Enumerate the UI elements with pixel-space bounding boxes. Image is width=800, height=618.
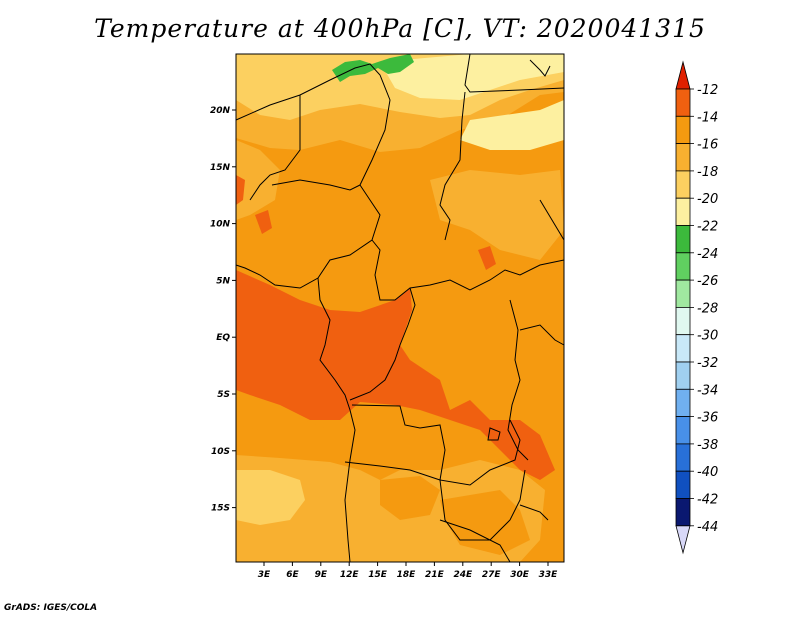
colorbar-label: -36 bbox=[697, 411, 718, 426]
longitude-axis: 3E 6E 9E 12E 15E 18E 21E 24E 27E 30E 33E bbox=[258, 562, 558, 580]
colorbar-label: -20 bbox=[697, 192, 718, 207]
colorbar-label: -40 bbox=[697, 465, 718, 480]
colorbar-label: -44 bbox=[697, 520, 718, 535]
south-pale-zone bbox=[236, 470, 305, 525]
border-drc-south bbox=[351, 404, 521, 486]
colorbar: -12 -14 -16 -18 -20 -22 -24 -26 -28 -30 -32 -34 -36 -… bbox=[675, 60, 718, 555]
lon-tick-label: 27E bbox=[482, 570, 502, 580]
lat-tick-label: 20N bbox=[210, 106, 231, 116]
lat-tick-label: 10S bbox=[211, 447, 230, 457]
lon-tick-label: 15E bbox=[368, 570, 388, 580]
latitude-axis: 20N 15N 10N 5N EQ 5S 10S 15S bbox=[210, 106, 236, 514]
border-libya-egypt bbox=[464, 53, 565, 93]
border-west-sahel bbox=[235, 63, 391, 289]
lon-tick-label: 24E bbox=[453, 570, 473, 580]
colorbar-label: -16 bbox=[697, 138, 718, 153]
border-chad-sudan bbox=[439, 91, 466, 241]
colorbar-label: -32 bbox=[697, 356, 718, 371]
colorbar-box bbox=[675, 306, 691, 336]
colorbar-box bbox=[675, 498, 691, 527]
sudan-warm-spot bbox=[478, 246, 496, 270]
colorbar-label: -14 bbox=[697, 110, 718, 125]
border-car-north bbox=[371, 239, 565, 301]
southwest-mid-zone bbox=[236, 390, 340, 445]
central-warm-zone bbox=[236, 270, 555, 480]
colorbar-box bbox=[675, 143, 691, 172]
colorbar-label: -34 bbox=[697, 383, 718, 398]
colorbar-box bbox=[675, 197, 691, 226]
lake-malawi bbox=[519, 504, 549, 521]
chart-title: Temperature at 400hPa [C], VT: 202004131… bbox=[94, 14, 706, 43]
colorbar-bottom-arrow bbox=[675, 525, 691, 555]
map-frame bbox=[235, 53, 565, 563]
west-warm-spot bbox=[236, 175, 245, 205]
colorbar-label: -28 bbox=[697, 301, 718, 316]
colorbar-label: -24 bbox=[697, 247, 718, 262]
colorbar-box bbox=[675, 388, 691, 417]
colorbar-box bbox=[675, 334, 691, 363]
border-niger-mali bbox=[249, 95, 301, 201]
colorbar-box bbox=[675, 361, 691, 390]
colorbar-box bbox=[675, 88, 691, 117]
lon-tick-label: 6E bbox=[286, 570, 299, 580]
north-verypale-zone bbox=[380, 54, 564, 100]
border-uganda-kenya bbox=[519, 324, 565, 346]
lon-tick-label: 30E bbox=[510, 570, 530, 580]
colorbar-box bbox=[675, 170, 691, 199]
sudan-light-zone bbox=[430, 170, 564, 260]
colorbar-box bbox=[675, 115, 691, 145]
colorbar-box bbox=[675, 252, 691, 281]
country-borders bbox=[235, 53, 565, 563]
west-light-zone bbox=[236, 140, 280, 220]
lat-tick-label: 15S bbox=[211, 504, 230, 514]
colorbar-label: -12 bbox=[697, 83, 718, 98]
lon-tick-label: 9E bbox=[315, 570, 328, 580]
nigeria-warm-spot bbox=[255, 210, 272, 234]
zambia-mid-zone bbox=[380, 476, 440, 520]
colorbar-label: -30 bbox=[697, 329, 718, 344]
border-angola-namibia bbox=[344, 461, 441, 481]
lat-tick-label: EQ bbox=[216, 333, 230, 343]
colorbar-box bbox=[675, 279, 691, 308]
lat-tick-label: 15N bbox=[210, 163, 231, 173]
lake-tanganyika-spot bbox=[487, 427, 501, 441]
northeast-verypale-zone bbox=[460, 100, 564, 150]
lat-tick-label: 10N bbox=[210, 220, 231, 230]
colorbar-label: -38 bbox=[697, 438, 718, 453]
mozambique-mid-zone bbox=[440, 490, 530, 555]
colorbar-box bbox=[675, 443, 691, 472]
lat-tick-label: 5N bbox=[216, 276, 230, 286]
colorbar-box bbox=[675, 470, 691, 499]
colorbar-label: -22 bbox=[697, 220, 718, 235]
border-congo-drc bbox=[349, 287, 416, 401]
border-east-lakes bbox=[507, 299, 529, 461]
colorbar-box bbox=[675, 416, 691, 445]
border-niger-nigeria bbox=[271, 179, 361, 191]
lon-tick-label: 18E bbox=[397, 570, 417, 580]
lon-tick-label: 12E bbox=[340, 570, 360, 580]
border-ethiopia bbox=[539, 199, 565, 241]
colorbar-label: -42 bbox=[697, 493, 718, 508]
lat-tick-label: 5S bbox=[217, 390, 230, 400]
border-suez bbox=[529, 59, 551, 77]
colorbar-label: -18 bbox=[697, 165, 718, 180]
colorbar-box bbox=[675, 225, 691, 254]
colorbar-top-arrow bbox=[675, 60, 691, 90]
map-panel bbox=[236, 54, 564, 562]
border-gabon-angola bbox=[317, 277, 356, 563]
colorbar-label: -26 bbox=[697, 274, 718, 289]
lon-tick-label: 21E bbox=[425, 570, 445, 580]
lon-tick-label: 33E bbox=[539, 570, 559, 580]
lon-tick-label: 3E bbox=[258, 570, 271, 580]
credit-text: GrADS: IGES/COLA bbox=[4, 603, 98, 613]
border-zimbabwe bbox=[439, 519, 511, 563]
